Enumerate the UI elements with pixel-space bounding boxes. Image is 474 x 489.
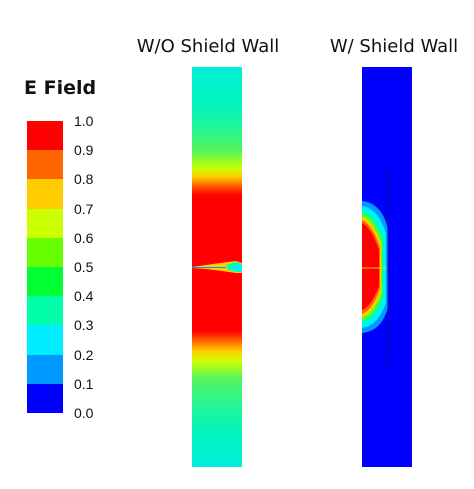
legend-tick-label: 0.5 (74, 259, 94, 275)
panel-title-without-shield: W/O Shield Wall (136, 36, 280, 57)
legend-swatch (27, 267, 63, 297)
field-plot-with-shield (362, 67, 412, 467)
legend-swatch (27, 121, 63, 151)
legend-tick-label: 0.9 (74, 142, 94, 159)
legend-tick-label: 0.6 (74, 229, 94, 246)
legend-swatch (27, 179, 63, 210)
legend-tick-label: 0.1 (74, 375, 94, 392)
legend-tick-label: 0.7 (74, 200, 94, 217)
legend-title: E Field (24, 77, 97, 99)
legend-tick-label: 0.3 (74, 317, 94, 334)
legend-tick-label: 0.2 (74, 346, 94, 363)
legend-tick-label: 0.4 (74, 288, 94, 305)
legend-swatch (27, 325, 63, 356)
legend-tick-label: 1.0 (74, 113, 94, 129)
gap-disturbance (192, 261, 242, 273)
legend-tick-label: 0.8 (74, 171, 94, 188)
legend-swatch (27, 208, 63, 239)
legend-swatch (27, 296, 63, 326)
panel-title-with-shield: W/ Shield Wall (329, 36, 459, 57)
legend-swatch (27, 150, 63, 180)
color-scale-bar (27, 121, 63, 414)
field-plot-without-shield (192, 67, 242, 467)
field-hotspot (362, 201, 388, 333)
legend-tick-label: 0.0 (74, 405, 94, 421)
legend-swatch (27, 354, 63, 385)
legend-swatch (27, 237, 63, 268)
legend-swatch (27, 383, 63, 414)
